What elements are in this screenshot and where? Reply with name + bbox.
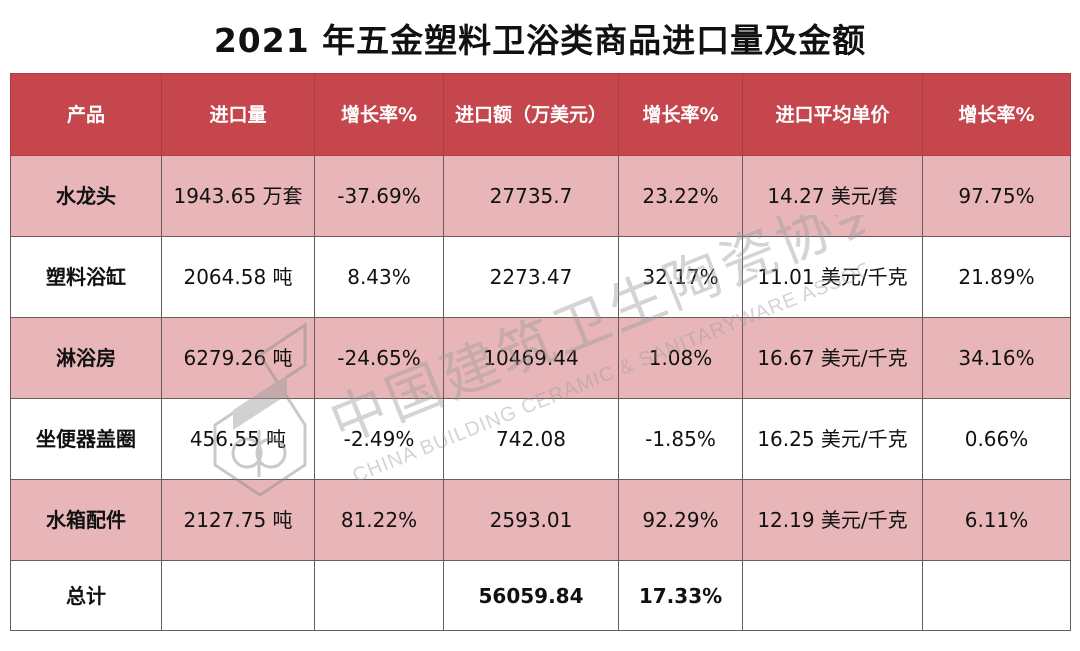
- unit-price-cell: 16.67 美元/千克: [742, 317, 923, 399]
- amount-cell: 27735.7: [443, 155, 619, 237]
- price-growth-cell: 97.75%: [922, 155, 1071, 237]
- volume-cell: 6279.26 吨: [161, 317, 315, 399]
- header-volume-growth: 增长率%: [314, 73, 444, 156]
- unit-price-cell: 14.27 美元/套: [742, 155, 923, 237]
- header-amount-growth: 增长率%: [618, 73, 743, 156]
- price-growth-cell: 34.16%: [922, 317, 1071, 399]
- table-row: 塑料浴缸 2064.58 吨 8.43% 2273.47 32.17% 11.0…: [10, 236, 1071, 318]
- header-volume: 进口量: [161, 73, 315, 156]
- price-growth-cell: 21.89%: [922, 236, 1071, 318]
- header-price-growth: 增长率%: [922, 73, 1071, 156]
- total-label: 总计: [10, 560, 162, 631]
- total-price-growth-cell: [922, 560, 1071, 631]
- amount-cell: 2593.01: [443, 479, 619, 561]
- unit-price-cell: 11.01 美元/千克: [742, 236, 923, 318]
- amount-cell: 2273.47: [443, 236, 619, 318]
- total-volume-cell: [161, 560, 315, 631]
- amount-growth-cell: -1.85%: [618, 398, 743, 480]
- price-growth-cell: 6.11%: [922, 479, 1071, 561]
- product-name: 塑料浴缸: [10, 236, 162, 318]
- table-row: 水箱配件 2127.75 吨 81.22% 2593.01 92.29% 12.…: [10, 479, 1071, 561]
- product-name: 坐便器盖圈: [10, 398, 162, 480]
- volume-cell: 2127.75 吨: [161, 479, 315, 561]
- price-growth-cell: 0.66%: [922, 398, 1071, 480]
- amount-growth-cell: 23.22%: [618, 155, 743, 237]
- table-row: 水龙头 1943.65 万套 -37.69% 27735.7 23.22% 14…: [10, 155, 1071, 237]
- header-amount: 进口额（万美元）: [443, 73, 619, 156]
- volume-cell: 1943.65 万套: [161, 155, 315, 237]
- header-unit-price: 进口平均单价: [742, 73, 923, 156]
- product-name: 水箱配件: [10, 479, 162, 561]
- import-data-table: 产品 进口量 增长率% 进口额（万美元） 增长率% 进口平均单价 增长率% 水龙…: [10, 73, 1071, 631]
- volume-growth-cell: 8.43%: [314, 236, 444, 318]
- total-row: 总计 56059.84 17.33%: [10, 560, 1071, 631]
- volume-growth-cell: -37.69%: [314, 155, 444, 237]
- unit-price-cell: 16.25 美元/千克: [742, 398, 923, 480]
- product-name: 水龙头: [10, 155, 162, 237]
- total-amount-cell: 56059.84: [443, 560, 619, 631]
- product-name: 淋浴房: [10, 317, 162, 399]
- amount-cell: 742.08: [443, 398, 619, 480]
- volume-growth-cell: -2.49%: [314, 398, 444, 480]
- volume-cell: 2064.58 吨: [161, 236, 315, 318]
- unit-price-cell: 12.19 美元/千克: [742, 479, 923, 561]
- table-row: 坐便器盖圈 456.55 吨 -2.49% 742.08 -1.85% 16.2…: [10, 398, 1071, 480]
- amount-growth-cell: 32.17%: [618, 236, 743, 318]
- amount-growth-cell: 1.08%: [618, 317, 743, 399]
- volume-cell: 456.55 吨: [161, 398, 315, 480]
- amount-cell: 10469.44: [443, 317, 619, 399]
- total-volume-growth-cell: [314, 560, 444, 631]
- volume-growth-cell: 81.22%: [314, 479, 444, 561]
- amount-growth-cell: 92.29%: [618, 479, 743, 561]
- page-title: 2021 年五金塑料卫浴类商品进口量及金额: [213, 21, 867, 60]
- table-header-row: 产品 进口量 增长率% 进口额（万美元） 增长率% 进口平均单价 增长率%: [10, 73, 1071, 156]
- table-row: 淋浴房 6279.26 吨 -24.65% 10469.44 1.08% 16.…: [10, 317, 1071, 399]
- header-product: 产品: [10, 73, 162, 156]
- volume-growth-cell: -24.65%: [314, 317, 444, 399]
- total-amount-growth-cell: 17.33%: [618, 560, 743, 631]
- total-unit-price-cell: [742, 560, 923, 631]
